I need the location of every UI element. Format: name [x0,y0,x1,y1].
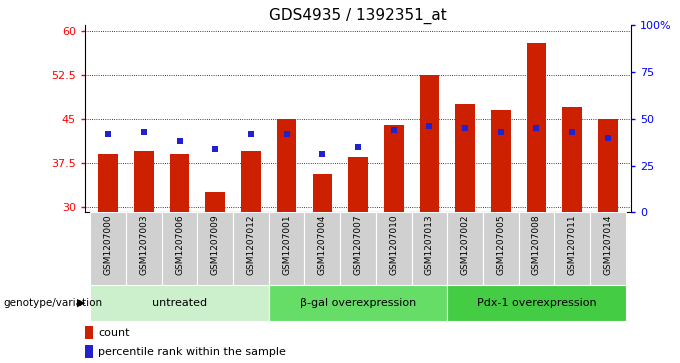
Bar [598,119,617,212]
Bar [277,119,296,212]
Text: GSM1207008: GSM1207008 [532,215,541,275]
Bar [90,285,269,321]
Bar [519,212,554,285]
Bar [305,212,340,285]
Point [245,131,256,137]
Bar [85,346,93,358]
Text: GSM1207001: GSM1207001 [282,215,291,275]
Point [282,131,292,137]
Bar [85,326,93,339]
Bar [99,154,118,212]
Text: β-gal overexpression: β-gal overexpression [300,298,416,308]
Bar [590,212,626,285]
Bar [205,192,225,212]
Bar [554,212,590,285]
Text: GSM1207000: GSM1207000 [103,215,113,275]
Bar [420,75,439,212]
Bar [456,104,475,212]
Point [210,146,221,152]
Title: GDS4935 / 1392351_at: GDS4935 / 1392351_at [269,8,447,24]
Point [495,129,506,135]
Text: GSM1207004: GSM1207004 [318,215,327,275]
Text: GSM1207011: GSM1207011 [568,215,577,275]
Bar [241,151,260,212]
Point [103,131,114,137]
Bar [491,110,511,212]
Text: untreated: untreated [152,298,207,308]
Text: percentile rank within the sample: percentile rank within the sample [98,347,286,357]
Point [602,135,613,140]
Bar [170,154,190,212]
Bar [447,212,483,285]
Bar [483,212,519,285]
Text: count: count [98,327,130,338]
Text: GSM1207007: GSM1207007 [354,215,362,275]
Bar [134,151,154,212]
Text: genotype/variation: genotype/variation [3,298,103,308]
Text: GSM1207010: GSM1207010 [389,215,398,275]
Text: GSM1207012: GSM1207012 [246,215,256,275]
Bar [526,43,546,212]
Text: ▶: ▶ [77,298,86,308]
Bar [233,212,269,285]
Text: GSM1207014: GSM1207014 [603,215,613,275]
Text: GSM1207003: GSM1207003 [139,215,148,275]
Bar [411,212,447,285]
Bar [269,212,305,285]
Point [566,129,577,135]
Point [460,125,471,131]
Point [353,144,364,150]
Text: GSM1207009: GSM1207009 [211,215,220,275]
Point [317,151,328,157]
Bar [90,212,126,285]
Bar [126,212,162,285]
Bar [376,212,411,285]
Bar [447,285,626,321]
Bar [384,125,403,212]
Point [388,127,399,133]
Text: Pdx-1 overexpression: Pdx-1 overexpression [477,298,596,308]
Point [424,123,435,129]
Point [139,129,150,135]
Bar [197,212,233,285]
Text: GSM1207006: GSM1207006 [175,215,184,275]
Text: GSM1207013: GSM1207013 [425,215,434,275]
Bar [162,212,197,285]
Bar [269,285,447,321]
Point [531,125,542,131]
Point [174,138,185,144]
Bar [340,212,376,285]
Bar [562,107,582,212]
Text: GSM1207005: GSM1207005 [496,215,505,275]
Bar [348,157,368,212]
Text: GSM1207002: GSM1207002 [460,215,470,275]
Bar [313,174,332,212]
